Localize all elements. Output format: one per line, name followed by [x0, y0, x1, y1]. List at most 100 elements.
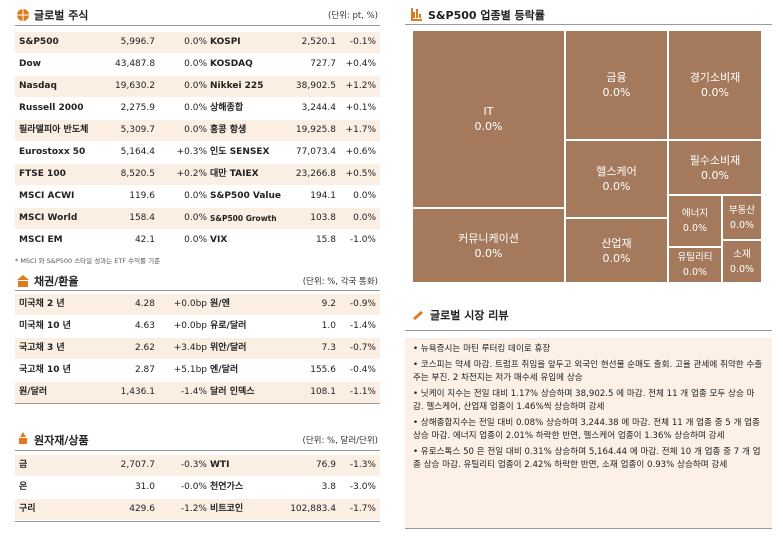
table-row: FTSE 100 8,520.5 +0.2% 대만 TAIEX 23,266.8 +0.5…: [15, 164, 380, 185]
rule: [15, 25, 380, 26]
pencil-icon: [413, 311, 423, 320]
table-cell: Nasdaq: [19, 81, 57, 91]
review-item: • 코스피는 약세 마감. 트럼프 취임을 앞두고 외국인 현선물 순매도 출회…: [413, 360, 763, 383]
section-title: 글로벌 시장 리뷰: [430, 309, 509, 322]
table-cell: 103.8: [310, 213, 336, 223]
table-cell: 77,073.4: [295, 147, 336, 157]
table-cell: -1.4%: [349, 321, 376, 331]
table-cell: 미국채 10 년: [19, 321, 71, 331]
table-cell: +1.2%: [345, 81, 376, 91]
table-cell: -1.1%: [349, 387, 376, 397]
table-cell: 2.62: [134, 343, 155, 353]
table-cell: 필라델피아 반도체: [19, 125, 89, 135]
table-cell: 5,309.7: [120, 125, 155, 135]
tile-change: 0.0%: [729, 263, 755, 275]
commodity-icon: [19, 432, 27, 444]
table-cell: 43,487.8: [115, 59, 155, 69]
section-title: 글로벌 주식: [34, 9, 89, 22]
table-cell: Dow: [19, 59, 41, 69]
tile-change: 0.0%: [602, 251, 631, 265]
table-cell: -0.0%: [180, 482, 207, 492]
table-row: Nasdaq 19,630.2 0.0% Nikkei 225 38,902.5 +1.2…: [15, 76, 380, 97]
table-cell: -1.4%: [180, 387, 207, 397]
table-row: 금 2,707.7 -0.3% WTI 76.9 -1.3%: [15, 455, 380, 476]
review-list: • 뉴욕증시는 마틴 루터킹 데이로 휴장 • 코스피는 약세 마감. 트럼프 취…: [413, 343, 763, 475]
table-cell: Nikkei 225: [210, 81, 264, 91]
table-cell: 1.0: [321, 321, 336, 331]
tile-change: 0.0%: [682, 267, 708, 278]
table-cell: 달러 인덱스: [210, 387, 255, 397]
table-cell: 국고채 10 년: [19, 365, 71, 375]
table-cell: +0.1%: [345, 103, 376, 113]
tile-change: 0.0%: [729, 219, 755, 231]
tile-name: 경기소비재: [689, 71, 741, 84]
table-row: 국고채 3 년 2.62 +3.4bp 위안/달러 7.3 -0.7%: [15, 338, 380, 359]
table-cell: 19,630.2: [115, 81, 155, 91]
table-cell: 8,520.5: [120, 169, 155, 179]
table-cell: -1.0%: [349, 235, 376, 245]
table-cell: 대만 TAIEX: [210, 169, 259, 179]
unit-label: (단위: %, 달러/단위): [302, 436, 378, 446]
table-cell: 3.8: [321, 482, 336, 492]
tile-name: 커뮤니케이션: [458, 231, 519, 245]
table-cell: 727.7: [310, 59, 336, 69]
treemap-tile: IT 0.0%: [412, 30, 565, 208]
table-cell: 3,244.4: [301, 103, 336, 113]
table-cell: 5,164.4: [120, 147, 155, 157]
table-row: Russell 2000 2,275.9 0.0% 상해종합 3,244.4 +0.1%: [15, 98, 380, 119]
table-cell: +0.6%: [345, 147, 376, 157]
table-cell: -0.7%: [349, 343, 376, 353]
globe-icon-lines: [17, 9, 29, 21]
table-cell: -1.7%: [349, 504, 376, 514]
table-cell: 9.2: [321, 299, 336, 309]
table-cell: 2,707.7: [120, 460, 155, 470]
table-cell: 비트코인: [210, 504, 244, 514]
table-cell: KOSDAQ: [210, 59, 253, 69]
table-cell: 금: [19, 460, 28, 470]
tile-name: 부동산: [728, 204, 756, 216]
table-cell: FTSE 100: [19, 169, 66, 179]
footnote: * MSCI 와 S&P500 스타일 성과는 ETF 수익률 기준: [15, 257, 161, 265]
table-cell: 15.8: [315, 235, 336, 245]
treemap-tile: 산업재 0.0%: [565, 218, 668, 283]
tile-name: 소재: [733, 248, 751, 260]
table-cell: 0.0%: [353, 213, 376, 223]
table-cell: -0.3%: [180, 460, 207, 470]
table-cell: 1,436.1: [120, 387, 155, 397]
table-cell: 0.0%: [353, 191, 376, 201]
table-cell: MSCI EM: [19, 235, 63, 245]
review-bg: [405, 338, 772, 528]
tile-change: 0.0%: [701, 168, 729, 182]
table-cell: 5,996.7: [120, 37, 155, 47]
table-cell: 2,520.1: [301, 37, 336, 47]
table-cell: +5.1bp: [173, 365, 207, 375]
tile-name: 산업재: [601, 236, 632, 250]
table-row: MSCI World 158.4 0.0% S&P500 Growth 103.8 0.0…: [15, 208, 380, 229]
table-cell: 119.6: [129, 191, 155, 201]
chart-icon: [411, 8, 422, 21]
table-cell: 4.28: [134, 299, 155, 309]
table-cell: 은: [19, 482, 28, 492]
tile-change: 0.0%: [602, 180, 631, 193]
table-cell: +3.4bp: [173, 343, 207, 353]
table-cell: 0.0%: [184, 103, 207, 113]
rule: [15, 450, 380, 451]
table-cell: 38,902.5: [295, 81, 336, 91]
review-item: • 뉴욕증시는 마틴 루터킹 데이로 휴장: [413, 344, 551, 354]
tile-change: 0.0%: [602, 86, 631, 99]
table-cell: 홍콩 항생: [210, 125, 247, 135]
table-cell: 미국채 2 년: [19, 299, 65, 309]
rule: [15, 403, 380, 404]
table-cell: -1.3%: [349, 460, 376, 470]
table-cell: +0.4%: [345, 59, 376, 69]
tile-name: 유틸리티: [677, 252, 713, 263]
table-cell: -0.4%: [349, 365, 376, 375]
table-cell: -3.0%: [349, 482, 376, 492]
table-cell: 2,275.9: [120, 103, 155, 113]
table-cell: +1.7%: [345, 125, 376, 135]
treemap-tile: 소재 0.0%: [722, 240, 762, 283]
table-cell: Russell 2000: [19, 103, 84, 113]
tile-change: 0.0%: [682, 223, 708, 234]
table-cell: 원/엔: [210, 299, 230, 309]
